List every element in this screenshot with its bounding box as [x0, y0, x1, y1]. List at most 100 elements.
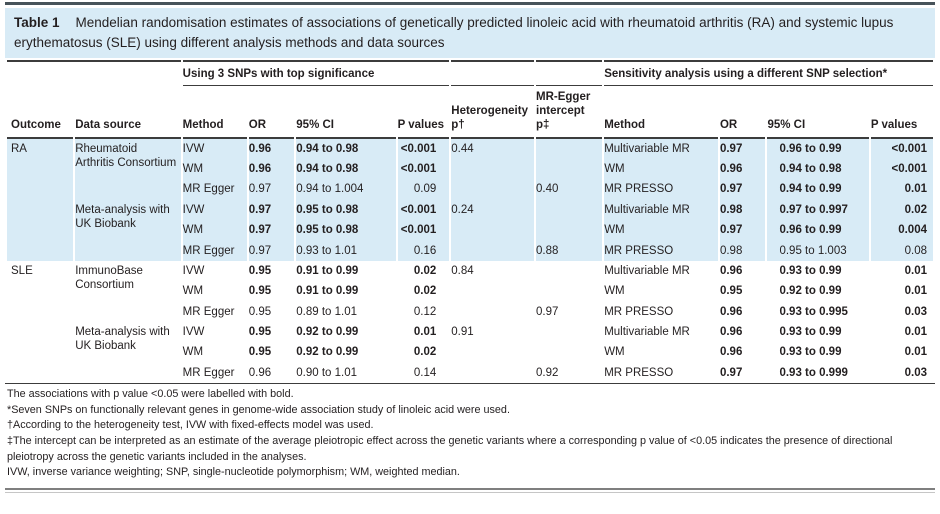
data-source-cell: Meta-analysis with UK Biobank	[75, 199, 181, 261]
p2-cell: 0.01	[904, 264, 927, 277]
table-row: MR Egger 0.97 0.94 to 1.004 0.09 0.40 MR…	[7, 179, 933, 200]
heterogeneity-cell	[451, 240, 535, 261]
col-header-method2: Method	[604, 86, 718, 139]
ci-cell: 0.95 to 0.98	[296, 199, 396, 221]
or2-cell: 0.97	[719, 220, 766, 241]
col-header-ci: 95% CI	[296, 86, 396, 139]
p-cell: 0.16	[397, 240, 450, 261]
col-header-egger-intercept: MR-Egger intercept p‡	[536, 86, 603, 139]
method-cell: WM	[182, 346, 204, 359]
group-header-spacer	[7, 60, 181, 85]
ci2-cell: 0.94 to 0.98	[767, 159, 869, 180]
table-row: WM 0.97 0.95 to 0.98 <0.001 WM 0.97 0.96…	[7, 220, 933, 241]
footnote-asterisk: *Seven SNPs on functionally relevant gen…	[7, 403, 510, 416]
heterogeneity-cell	[451, 159, 535, 180]
p-cell: <0.001	[397, 138, 450, 159]
col-header-method: Method	[182, 86, 247, 139]
table-title: Table 1 Mendelian randomisation estimates…	[5, 8, 935, 59]
method2-cell: MR PRESSO	[604, 305, 674, 318]
table-row: MR Egger 0.96 0.90 to 1.01 0.14 0.92 MR …	[7, 363, 933, 383]
p-cell: <0.001	[397, 199, 450, 221]
table-row: MR Egger 0.97 0.93 to 1.01 0.16 0.88 MR …	[7, 240, 933, 261]
table-row: MR Egger 0.95 0.89 to 1.01 0.12 0.97 MR …	[7, 302, 933, 322]
egger-intercept-cell	[536, 138, 603, 159]
p-cell: 0.12	[413, 305, 437, 318]
p-cell: 0.02	[413, 346, 437, 359]
or-cell: 0.95	[248, 285, 272, 298]
egger-intercept-cell: 0.88	[536, 240, 603, 261]
or2-cell: 0.97	[719, 138, 766, 159]
ci-cell: 0.92 to 0.99	[296, 326, 359, 338]
ci-cell: 0.94 to 1.004	[296, 179, 396, 200]
or-cell: 0.96	[248, 366, 272, 379]
egger-intercept-cell	[536, 322, 602, 342]
ci2-cell: 0.93 to 0.999	[779, 366, 848, 379]
ci2-cell: 0.92 to 0.99	[779, 285, 842, 298]
bottom-rule-light	[5, 491, 935, 493]
p2-cell: 0.01	[904, 285, 927, 298]
or2-cell: 0.96	[719, 305, 743, 318]
or-cell: 0.95	[248, 264, 272, 277]
col-header-ci2: 95% CI	[767, 86, 869, 139]
or2-cell: 0.98	[719, 199, 766, 221]
heterogeneity-cell: 0.84	[451, 264, 474, 277]
results-table: Using 3 SNPs with top significance Sensi…	[5, 60, 935, 383]
method-cell: MR Egger	[182, 179, 247, 200]
heterogeneity-cell	[451, 281, 534, 301]
heterogeneity-cell	[451, 179, 535, 200]
or2-cell: 0.96	[719, 159, 766, 180]
or-cell: 0.96	[248, 159, 295, 180]
method2-cell: MR PRESSO	[604, 179, 718, 200]
egger-intercept-cell	[536, 159, 603, 180]
or2-cell: 0.95	[719, 285, 743, 298]
data-source-cell: Rheumatoid Arthritis Consortium	[75, 138, 181, 200]
data-source-cell: Meta-analysis with UK Biobank	[75, 326, 170, 353]
ci2-cell: 0.93 to 0.99	[779, 326, 842, 338]
ci-cell: 0.93 to 1.01	[296, 240, 396, 261]
p2-cell: 0.004	[870, 220, 933, 241]
heterogeneity-cell	[451, 363, 534, 383]
footnotes: The associations with p value <0.05 were…	[5, 383, 935, 486]
col-header-p2: P values	[870, 86, 933, 139]
or2-cell: 0.98	[719, 240, 766, 261]
table-row: Meta-analysis with UK Biobank IVW 0.97 0…	[7, 199, 933, 261]
or2-cell: 0.97	[719, 179, 766, 200]
method2-cell: MR PRESSO	[604, 240, 718, 261]
or-cell: 0.95	[248, 326, 272, 338]
col-header-p: P values	[397, 86, 450, 139]
method2-cell: WM	[604, 285, 625, 298]
group-header-sensitivity: Sensitivity analysis using a different S…	[604, 60, 933, 86]
p-cell: 0.14	[413, 366, 437, 379]
p-cell: <0.001	[397, 220, 450, 241]
table-row: RA Rheumatoid Arthritis Consortium IVW 0…	[7, 138, 933, 261]
table-caption: Mendelian randomisation estimates of ass…	[14, 15, 894, 50]
heterogeneity-cell	[451, 302, 534, 322]
footnote-double-dagger: ‡The intercept can be interpreted as an …	[7, 435, 893, 463]
p2-cell: <0.001	[870, 159, 933, 180]
or-cell: 0.95	[248, 346, 272, 359]
method-cell: IVW	[182, 199, 247, 221]
method2-cell: WM	[604, 159, 718, 180]
top-rule	[5, 2, 935, 5]
page: Table 1 Mendelian randomisation estimates…	[5, 2, 935, 493]
method2-cell: Multivariable MR	[604, 199, 718, 221]
p-cell: 0.02	[413, 264, 437, 277]
p2-cell: 0.02	[870, 199, 933, 221]
method-cell: MR Egger	[182, 240, 247, 261]
ci2-cell: 0.95 to 1.003	[767, 240, 869, 261]
or2-cell: 0.96	[719, 326, 743, 338]
bottom-rule	[5, 487, 935, 490]
p2-cell: 0.08	[870, 240, 933, 261]
method-cell: WM	[182, 285, 204, 298]
or2-cell: 0.96	[719, 264, 743, 277]
p2-cell: 0.01	[904, 346, 927, 359]
col-header-heterogeneity: Heterogeneity p†	[451, 86, 535, 139]
heterogeneity-cell: 0.44	[451, 138, 535, 159]
column-header-row: Outcome Data source Method OR 95% CI P v…	[7, 86, 933, 139]
or2-cell: 0.96	[719, 346, 743, 359]
method-cell: IVW	[182, 264, 205, 277]
method-cell: MR Egger	[182, 305, 235, 318]
p2-cell: 0.01	[870, 179, 933, 200]
p-cell: 0.09	[397, 179, 450, 200]
p-cell: <0.001	[397, 159, 450, 180]
